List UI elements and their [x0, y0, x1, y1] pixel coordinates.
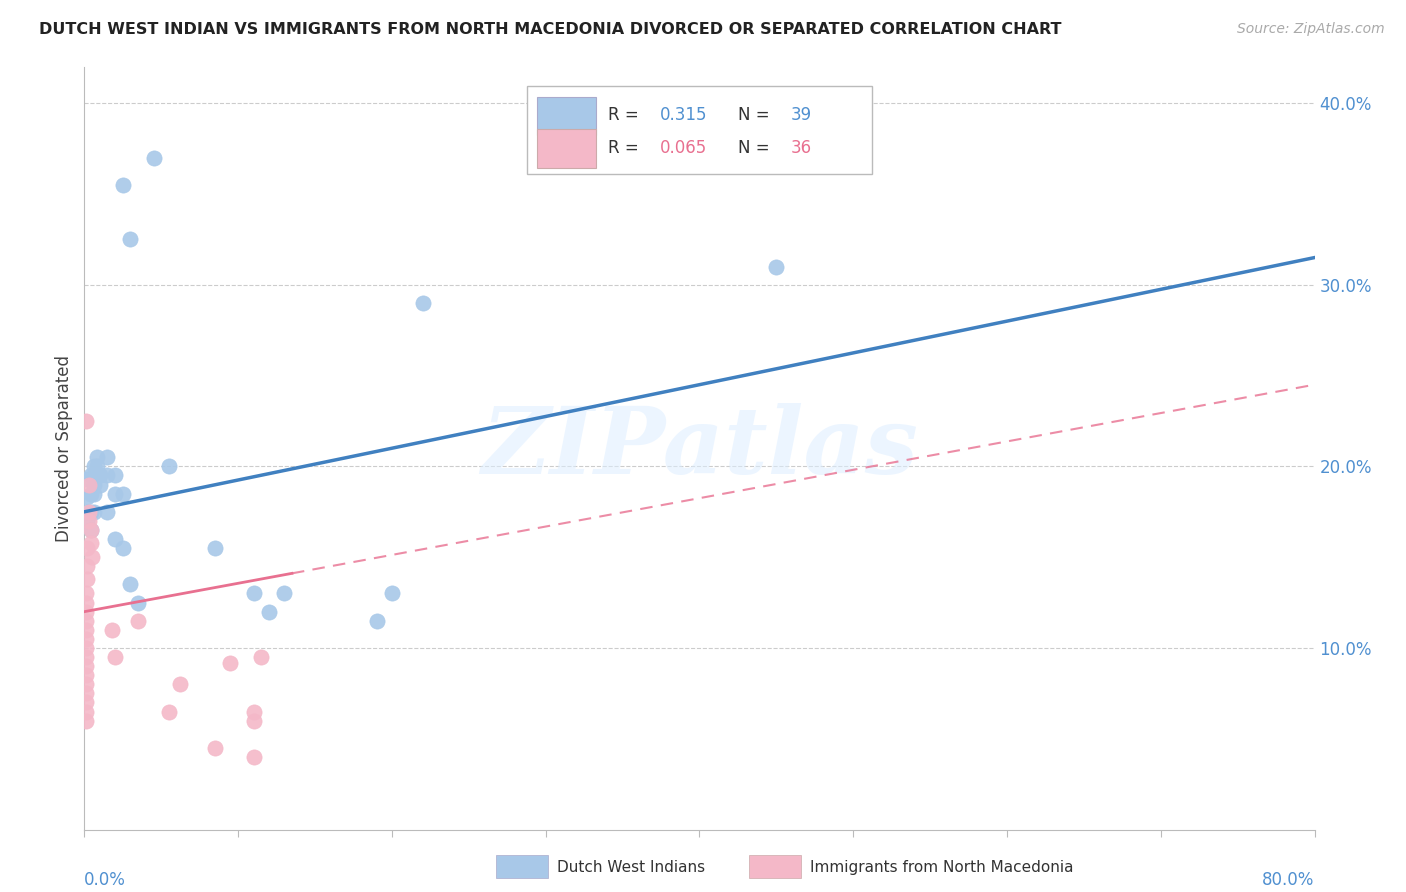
- Y-axis label: Divorced or Separated: Divorced or Separated: [55, 355, 73, 541]
- Point: [120, 232, 142, 246]
- Text: 0.065: 0.065: [661, 139, 707, 157]
- Point: [104, 468, 127, 483]
- Point: [79, 468, 101, 483]
- Point: [75, 596, 97, 610]
- Point: [76, 572, 98, 586]
- Point: [257, 605, 280, 619]
- Point: [86, 459, 108, 474]
- Point: [75, 605, 97, 619]
- Point: [101, 623, 124, 637]
- Point: [76, 514, 98, 528]
- Point: [96, 468, 118, 483]
- Text: Immigrants from North Macedonia: Immigrants from North Macedonia: [810, 860, 1073, 874]
- Point: [80, 550, 103, 565]
- Point: [242, 750, 264, 764]
- Text: N =: N =: [738, 106, 775, 124]
- FancyBboxPatch shape: [537, 129, 596, 168]
- Point: [204, 541, 226, 555]
- Point: [86, 468, 108, 483]
- Point: [157, 705, 180, 719]
- Point: [111, 486, 134, 500]
- Point: [75, 640, 97, 655]
- Point: [75, 677, 97, 691]
- Point: [250, 650, 273, 665]
- Point: [75, 414, 97, 428]
- Point: [79, 535, 101, 549]
- Point: [75, 686, 97, 700]
- Text: Source: ZipAtlas.com: Source: ZipAtlas.com: [1237, 22, 1385, 37]
- Point: [79, 523, 101, 537]
- Point: [75, 623, 97, 637]
- Point: [120, 577, 142, 591]
- Point: [127, 614, 149, 628]
- Point: [104, 650, 127, 665]
- Point: [83, 459, 105, 474]
- Point: [75, 586, 97, 600]
- Text: 36: 36: [790, 139, 811, 157]
- Point: [104, 486, 127, 500]
- Text: R =: R =: [609, 139, 644, 157]
- Point: [273, 586, 295, 600]
- Point: [127, 596, 149, 610]
- Point: [242, 705, 264, 719]
- Point: [242, 714, 264, 728]
- Text: ZIPatlas: ZIPatlas: [481, 403, 918, 493]
- Point: [96, 505, 118, 519]
- Point: [89, 477, 111, 491]
- Point: [76, 559, 98, 574]
- Point: [96, 450, 118, 465]
- Point: [86, 450, 108, 465]
- Point: [76, 541, 98, 555]
- Point: [366, 614, 388, 628]
- Point: [75, 705, 97, 719]
- Point: [169, 677, 191, 691]
- Point: [75, 668, 97, 682]
- Point: [765, 260, 787, 274]
- Point: [77, 505, 100, 519]
- Point: [77, 477, 100, 491]
- Point: [76, 490, 98, 504]
- Point: [111, 541, 134, 555]
- Point: [75, 650, 97, 665]
- Point: [157, 459, 180, 474]
- Text: DUTCH WEST INDIAN VS IMMIGRANTS FROM NORTH MACEDONIA DIVORCED OR SEPARATED CORRE: DUTCH WEST INDIAN VS IMMIGRANTS FROM NOR…: [39, 22, 1062, 37]
- Text: N =: N =: [738, 139, 775, 157]
- Point: [75, 714, 97, 728]
- Point: [79, 505, 101, 519]
- Text: 80.0%: 80.0%: [1263, 871, 1315, 889]
- Point: [76, 472, 98, 486]
- Text: 0.315: 0.315: [661, 106, 707, 124]
- FancyBboxPatch shape: [537, 96, 596, 135]
- FancyBboxPatch shape: [527, 86, 872, 174]
- Point: [111, 178, 134, 192]
- Point: [75, 614, 97, 628]
- Text: Dutch West Indians: Dutch West Indians: [557, 860, 704, 874]
- Point: [79, 486, 101, 500]
- Point: [83, 486, 105, 500]
- Point: [79, 523, 101, 537]
- Point: [219, 656, 242, 670]
- Point: [75, 695, 97, 709]
- Point: [75, 632, 97, 646]
- Text: R =: R =: [609, 106, 644, 124]
- Point: [83, 477, 105, 491]
- Point: [242, 586, 264, 600]
- Point: [75, 659, 97, 673]
- Point: [412, 296, 434, 310]
- Point: [89, 468, 111, 483]
- Text: 39: 39: [790, 106, 811, 124]
- Text: 0.0%: 0.0%: [84, 871, 127, 889]
- Point: [83, 505, 105, 519]
- Point: [204, 740, 226, 755]
- Point: [76, 505, 98, 519]
- Point: [104, 532, 127, 546]
- Point: [381, 586, 404, 600]
- Point: [142, 151, 165, 165]
- Point: [77, 514, 100, 528]
